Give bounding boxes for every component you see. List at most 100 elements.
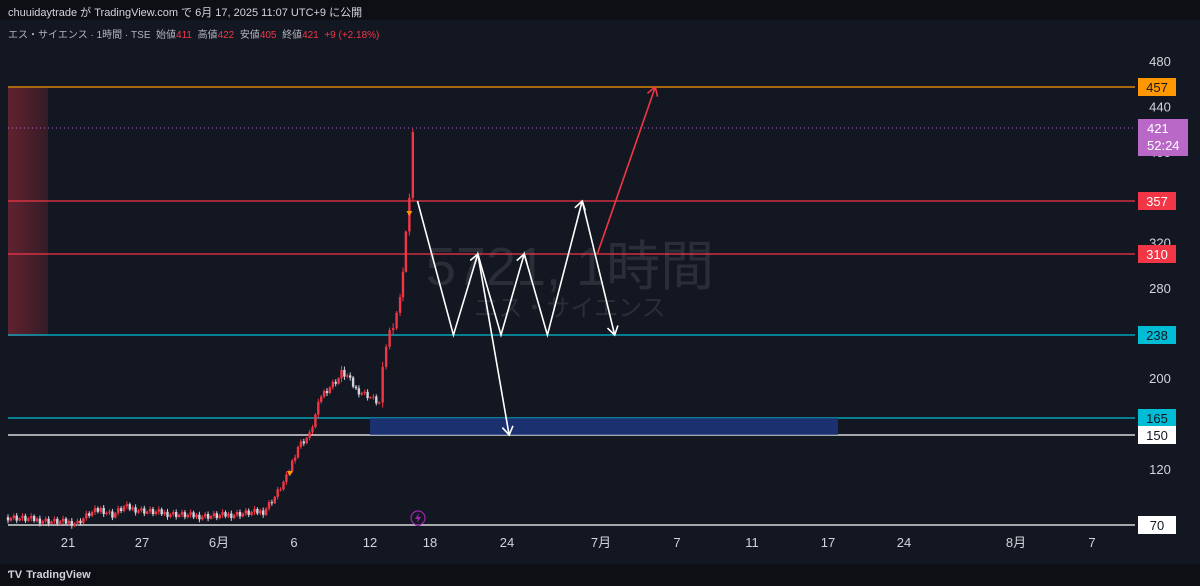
candle-body [308, 432, 311, 438]
publish-line: chuuidaytrade が TradingView.com で 6月 17,… [8, 7, 363, 19]
candle-body [41, 521, 44, 524]
candle-body [259, 510, 262, 514]
candle-body [125, 504, 129, 507]
price-badge-text: 165 [1146, 411, 1168, 426]
candle-body [221, 512, 224, 516]
projection-arrowhead [606, 325, 619, 337]
candle-body [180, 512, 184, 515]
candle-body [381, 366, 384, 403]
y-tick-label: 480 [1149, 54, 1171, 69]
time-axis[interactable]: 21 27 6月 6 12 18 24 7月 7 11 17 24 8月 7 [61, 535, 1096, 550]
candle-body [64, 518, 68, 524]
candle-body [282, 481, 285, 490]
candle-body [378, 402, 381, 404]
x-tick-label: 11 [745, 535, 759, 550]
candle-body [93, 508, 97, 512]
candle-body [67, 520, 71, 524]
x-tick-label: 7 [1088, 535, 1095, 550]
candle-body [201, 516, 204, 520]
candle-body [50, 521, 53, 524]
candle-body [122, 506, 126, 511]
candle-body [209, 516, 213, 519]
candle-body [192, 512, 195, 518]
candle-body [314, 414, 317, 428]
x-tick-label: 24 [897, 535, 911, 550]
candle-body [233, 514, 236, 518]
candle-body [337, 378, 340, 384]
candle-body [206, 513, 210, 519]
candle-body [56, 518, 59, 524]
price-badge-text: 70 [1150, 518, 1164, 533]
candle-body [15, 515, 18, 521]
candle-body [137, 510, 140, 513]
candle-body [270, 502, 274, 504]
high-value: 422 [217, 30, 235, 41]
candle-body [349, 375, 352, 378]
lightning-icon[interactable] [410, 510, 426, 526]
candle-body [47, 518, 50, 524]
y-tick-label: 280 [1149, 281, 1171, 296]
candle-body [117, 508, 120, 513]
projection-down-arrowhead [501, 425, 514, 437]
low-value: 405 [259, 30, 277, 41]
candle-body [32, 516, 36, 522]
symbol-label[interactable]: エス・サイエンス · 1時間 · TSE [8, 30, 151, 41]
candle-body [27, 518, 30, 521]
candle-body [230, 513, 233, 518]
projection-drawings[interactable] [416, 85, 659, 437]
candle-body [360, 393, 363, 395]
candle-body [79, 520, 82, 524]
y-tick-label: 440 [1149, 99, 1171, 114]
candle-body [204, 513, 207, 517]
candle-body [166, 511, 169, 517]
candle-body [322, 391, 326, 397]
candle-body [61, 518, 65, 522]
candle-body [273, 496, 276, 504]
candle-body [256, 508, 259, 514]
price-badge-text: 238 [1146, 328, 1168, 343]
candle-body [177, 514, 181, 518]
candle-body [340, 369, 343, 379]
candle-body [264, 508, 268, 515]
price-badge-150 [1138, 426, 1176, 444]
candle-body [88, 513, 91, 516]
price-badge-457 [1138, 78, 1176, 96]
tradingview-logo[interactable]: ƬV TradingView [8, 569, 91, 581]
candle-body [134, 507, 137, 513]
candle-body [238, 512, 242, 517]
price-chart[interactable]: 5721, 1時間 エス・サイエンス 480440400320280200120… [0, 20, 1200, 564]
high-label: 高値 [197, 30, 218, 41]
x-tick-label: 21 [61, 535, 75, 550]
candle-body [351, 377, 355, 387]
candles [6, 128, 415, 529]
x-tick-label: 17 [821, 535, 835, 550]
candle-body [30, 516, 33, 519]
candle-body [363, 391, 366, 394]
candle-body [250, 511, 253, 515]
candle-body [24, 515, 27, 521]
candle-body [372, 396, 375, 398]
current-price-badge [1138, 119, 1188, 156]
candle-body [346, 375, 349, 377]
signal-marker [286, 471, 293, 476]
price-badge-310 [1138, 245, 1176, 263]
candle-body [388, 330, 391, 347]
candle-body [146, 511, 149, 514]
left-shaded-zone [8, 88, 48, 336]
candle-body [253, 508, 256, 512]
open-value: 411 [176, 30, 192, 41]
candle-body [131, 507, 134, 510]
price-badge-text: 310 [1146, 247, 1168, 262]
x-tick-label: 24 [500, 535, 514, 550]
candle-body [218, 515, 221, 519]
candle-body [6, 517, 10, 521]
candle-body [198, 514, 201, 520]
price-badges: 457 357 310 238 165 150 70 421 52:24 [1138, 78, 1188, 534]
x-tick-label: 8月 [1006, 535, 1026, 550]
support-zone [370, 418, 838, 435]
candle-body [18, 518, 21, 521]
price-badge-165 [1138, 409, 1176, 427]
countdown-text: 52:24 [1147, 138, 1180, 153]
candle-body [262, 510, 265, 515]
price-badge-text: 457 [1146, 80, 1168, 95]
